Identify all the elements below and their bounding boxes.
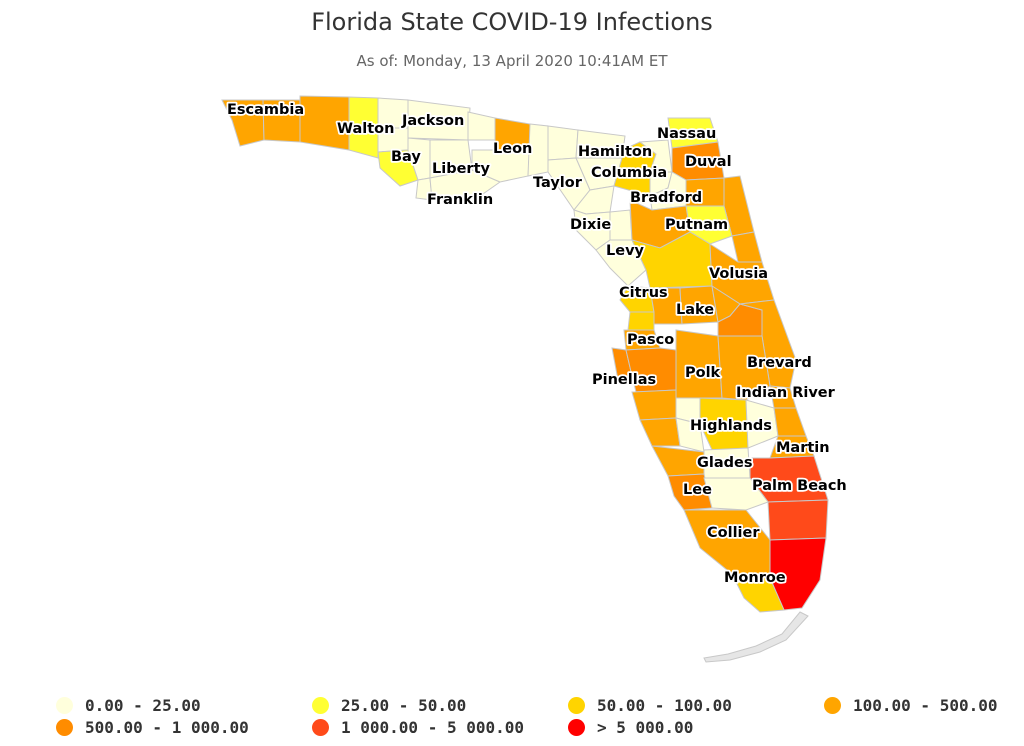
label-lee: Lee: [683, 482, 712, 498]
county-sumter[interactable]: [649, 287, 683, 325]
label-hamilton: Hamilton: [578, 144, 652, 160]
label-walton: Walton: [337, 121, 394, 137]
legend-swatch: [312, 696, 329, 714]
label-highlands: Highlands: [690, 418, 772, 434]
county-gilchrist[interactable]: [609, 209, 633, 241]
legend-item[interactable]: 50.00 - 100.00: [568, 694, 732, 716]
label-volusia: Volusia: [709, 266, 768, 282]
legend-swatch: [56, 696, 73, 714]
county-bay[interactable]: [377, 149, 419, 187]
county-broward[interactable]: [767, 499, 829, 541]
legend-swatch: [568, 718, 585, 736]
legend-label: 25.00 - 50.00: [341, 695, 467, 715]
county-gadsden[interactable]: [467, 111, 496, 141]
label-duval: Duval: [685, 154, 732, 170]
county-walton[interactable]: [348, 96, 379, 159]
florida-keys: [703, 611, 809, 663]
label-bradford: Bradford: [630, 190, 702, 206]
label-dixie: Dixie: [570, 217, 611, 233]
label-lake: Lake: [676, 302, 714, 318]
legend-item[interactable]: 500.00 - 1 000.00: [56, 716, 249, 738]
legend-swatch: [568, 696, 585, 714]
label-pinellas: Pinellas: [592, 372, 656, 388]
label-martin: Martin: [776, 440, 830, 456]
county-polk[interactable]: [675, 329, 723, 399]
label-palm-beach: Palm Beach: [752, 478, 847, 494]
label-glades: Glades: [697, 455, 753, 471]
label-columbia: Columbia: [591, 165, 667, 181]
map-legend: 0.00 - 25.00 25.00 - 50.00 50.00 - 100.0…: [0, 694, 1024, 744]
county-hendry[interactable]: [703, 477, 769, 511]
label-levy: Levy: [606, 243, 645, 259]
legend-label: 100.00 - 500.00: [853, 695, 998, 715]
legend-swatch: [56, 718, 73, 736]
legend-label: 50.00 - 100.00: [597, 695, 732, 715]
county-madison[interactable]: [547, 125, 579, 161]
label-nassau: Nassau: [657, 126, 716, 142]
label-pasco: Pasco: [627, 332, 674, 348]
county-monroe[interactable]: [731, 573, 785, 613]
label-polk: Polk: [685, 365, 721, 381]
label-collier: Collier: [707, 525, 760, 541]
legend-item[interactable]: > 5 000.00: [568, 716, 693, 738]
label-escambia: Escambia: [227, 102, 304, 118]
county-escambia[interactable]: [221, 99, 265, 147]
label-taylor: Taylor: [533, 175, 583, 191]
legend-swatch: [312, 718, 329, 736]
legend-label: 0.00 - 25.00: [85, 695, 201, 715]
county-flagler[interactable]: [731, 231, 763, 263]
legend-item[interactable]: 1 000.00 - 5 000.00: [312, 716, 524, 738]
county-sarasota[interactable]: [639, 417, 681, 447]
county-lee[interactable]: [667, 473, 713, 511]
county-st-lucie[interactable]: [773, 407, 807, 437]
county-wakulla[interactable]: [471, 149, 531, 183]
legend-item[interactable]: 100.00 - 500.00: [824, 694, 998, 716]
county-collier[interactable]: [683, 509, 771, 579]
legend-label: > 5 000.00: [597, 717, 694, 737]
map-subtitle: As of: Monday, 13 April 2020 10:41AM ET: [356, 52, 668, 70]
legend-label: 500.00 - 1 000.00: [85, 717, 249, 737]
legend-item[interactable]: 0.00 - 25.00: [56, 694, 201, 716]
label-monroe: Monroe: [724, 570, 786, 586]
label-brevard: Brevard: [747, 355, 812, 371]
map-title: Florida State COVID-19 Infections: [311, 8, 713, 36]
label-putnam: Putnam: [665, 217, 728, 233]
county-hernando[interactable]: [627, 311, 655, 331]
label-leon: Leon: [493, 141, 532, 157]
label-liberty: Liberty: [432, 161, 491, 177]
label-jackson: Jackson: [401, 113, 464, 129]
legend-label: 1 000.00 - 5 000.00: [341, 717, 525, 737]
florida-county-map: Escambia Walton Jackson Bay Liberty Fran…: [221, 95, 849, 663]
legend-item[interactable]: 25.00 - 50.00: [312, 694, 466, 716]
label-citrus: Citrus: [619, 285, 668, 301]
county-manatee[interactable]: [631, 389, 677, 421]
label-franklin: Franklin: [427, 192, 493, 208]
legend-swatch: [824, 696, 841, 714]
label-indian-river: Indian River: [736, 385, 836, 401]
county-franklin[interactable]: [429, 169, 502, 201]
county-osceola[interactable]: [717, 335, 771, 401]
label-bay: Bay: [391, 149, 421, 165]
